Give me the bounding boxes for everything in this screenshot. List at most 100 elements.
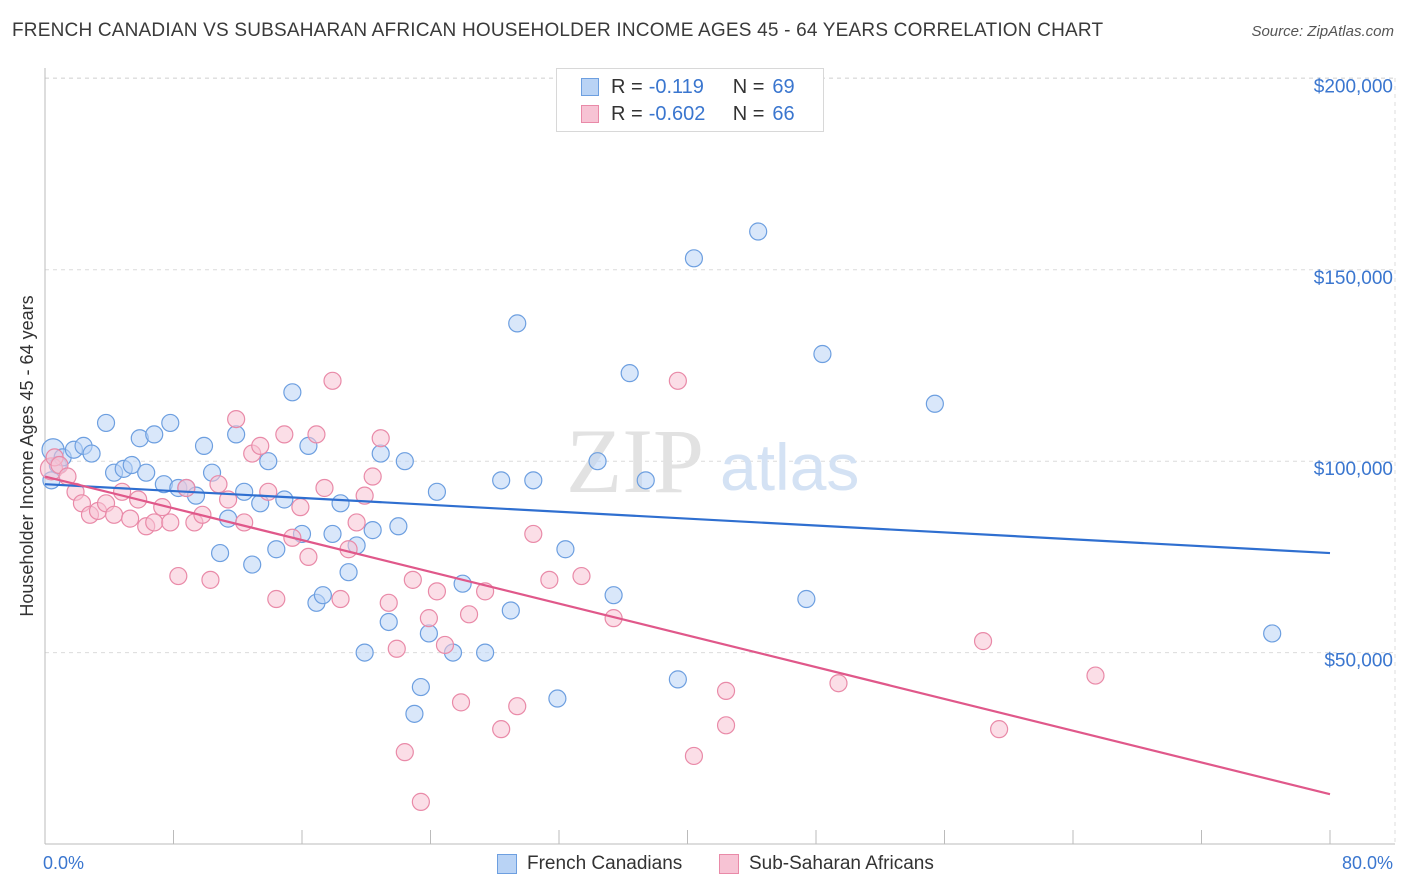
- data-point-french-canadians: [313, 586, 332, 605]
- data-point-sub-saharan-africans: [169, 566, 188, 586]
- data-point-french-canadians: [604, 586, 623, 605]
- legend-n-value: 66: [772, 102, 795, 125]
- data-point-sub-saharan-africans: [403, 570, 422, 589]
- data-point-sub-saharan-africans: [209, 475, 228, 494]
- tick-labels: $50,000 $100,000 $150,000 $200,000 0.0% 80.0%: [43, 76, 1393, 873]
- data-point-french-canadians: [82, 444, 101, 463]
- legend-n-label: N =: [732, 75, 765, 98]
- data-point-sub-saharan-africans: [275, 425, 294, 444]
- trend-lines: [44, 475, 1331, 796]
- data-point-sub-saharan-africans: [363, 467, 382, 486]
- data-point-sub-saharan-africans: [668, 371, 687, 390]
- series-sub-saharan-africans: [39, 371, 1105, 811]
- y-tick-label: $200,000: [1314, 76, 1393, 97]
- data-point-sub-saharan-africans: [161, 513, 180, 532]
- data-point-sub-saharan-africans: [411, 792, 430, 811]
- data-point-french-canadians: [267, 540, 286, 559]
- y-axis-label: Householder Income Ages 45 - 64 years: [17, 295, 37, 616]
- data-point-french-canadians: [323, 524, 342, 544]
- data-point-sub-saharan-africans: [307, 425, 326, 444]
- data-point-sub-saharan-africans: [540, 570, 559, 589]
- data-point-sub-saharan-africans: [251, 436, 270, 455]
- data-point-french-canadians: [355, 643, 374, 662]
- data-point-french-canadians: [395, 452, 414, 471]
- data-point-sub-saharan-africans: [419, 609, 438, 628]
- data-point-sub-saharan-africans: [201, 570, 220, 589]
- bottom-legend-label: French Canadians: [527, 853, 683, 874]
- data-point-sub-saharan-africans: [492, 720, 511, 739]
- data-point-sub-saharan-africans: [990, 720, 1009, 739]
- data-point-french-canadians: [492, 471, 511, 490]
- data-point-sub-saharan-africans: [572, 566, 591, 586]
- data-point-sub-saharan-africans: [121, 509, 140, 528]
- y-tick-label: $50,000: [1324, 651, 1393, 672]
- data-point-sub-saharan-africans: [716, 681, 736, 700]
- data-point-french-canadians: [275, 490, 294, 509]
- data-point-sub-saharan-africans: [427, 582, 447, 601]
- data-point-sub-saharan-africans: [227, 409, 246, 429]
- data-point-french-canadians: [194, 436, 214, 455]
- data-point-sub-saharan-africans: [259, 482, 278, 501]
- data-point-sub-saharan-africans: [435, 635, 455, 655]
- data-point-french-canadians: [749, 222, 768, 241]
- data-point-sub-saharan-africans: [347, 513, 366, 532]
- legend-row-sub-saharan-africans: R = -0.602 N = 66: [581, 102, 795, 126]
- data-point-sub-saharan-africans: [235, 513, 254, 532]
- legend-n-label: N =: [732, 102, 765, 125]
- data-point-french-canadians: [508, 314, 527, 333]
- data-point-french-canadians: [813, 344, 832, 364]
- data-point-sub-saharan-africans: [323, 371, 342, 390]
- data-point-french-canadians: [371, 444, 390, 463]
- data-point-french-canadians: [925, 394, 944, 413]
- data-point-french-canadians: [556, 540, 575, 559]
- data-point-french-canadians: [363, 521, 382, 540]
- data-point-french-canadians: [259, 452, 278, 471]
- data-point-french-canadians: [797, 589, 816, 609]
- data-point-french-canadians: [331, 494, 350, 513]
- data-point-french-canadians: [243, 555, 262, 574]
- data-point-french-canadians: [636, 471, 655, 490]
- data-point-french-canadians: [235, 482, 254, 501]
- legend-r-value: -0.602: [648, 102, 706, 125]
- data-point-sub-saharan-africans: [104, 505, 124, 524]
- data-point-french-canadians: [620, 364, 639, 383]
- data-point-french-canadians: [161, 413, 180, 433]
- data-point-french-canadians: [339, 563, 358, 582]
- data-point-french-canadians: [210, 543, 230, 563]
- y-tick-label: $100,000: [1314, 459, 1393, 480]
- data-point-sub-saharan-africans: [387, 639, 406, 658]
- data-point-sub-saharan-africans: [177, 478, 196, 498]
- legend-row-french-canadians: R = -0.119 N = 69: [581, 75, 795, 99]
- y-tick-label: $150,000: [1314, 268, 1393, 289]
- data-point-sub-saharan-africans: [291, 498, 310, 517]
- data-point-sub-saharan-africans: [684, 746, 704, 766]
- bottom-legend-label: Sub-Saharan Africans: [749, 853, 934, 874]
- data-point-sub-saharan-africans: [331, 589, 350, 609]
- data-point-sub-saharan-africans: [524, 524, 543, 544]
- data-point-sub-saharan-africans: [1086, 666, 1105, 685]
- data-point-french-canadians: [548, 689, 567, 708]
- data-point-french-canadians: [1263, 624, 1282, 643]
- legend-swatch-pink: [581, 105, 599, 123]
- data-point-french-canadians: [96, 413, 116, 433]
- trend-line-sub-saharan-africans: [44, 475, 1331, 796]
- bottom-legend-swatch-pink: [719, 854, 739, 874]
- legend-r-label: R =: [611, 75, 643, 98]
- data-point-french-canadians: [476, 643, 495, 662]
- legend-r-value: -0.119: [648, 75, 704, 98]
- data-point-french-canadians: [524, 471, 543, 490]
- data-point-french-canadians: [411, 677, 430, 697]
- data-point-french-canadians: [283, 383, 302, 402]
- source-credit: Source: ZipAtlas.com: [1251, 23, 1394, 40]
- chart-title: FRENCH CANADIAN VS SUBSAHARAN AFRICAN HO…: [12, 20, 1104, 41]
- x-tick-label-min: 0.0%: [43, 853, 84, 873]
- legend-swatch-blue: [581, 78, 599, 96]
- data-point-french-canadians: [427, 482, 447, 501]
- data-point-french-canadians: [405, 704, 424, 723]
- data-point-sub-saharan-africans: [145, 513, 164, 532]
- data-point-french-canadians: [379, 612, 398, 632]
- legend-r-label: R =: [611, 102, 643, 125]
- data-point-french-canadians: [389, 517, 408, 536]
- watermark-zip: ZIP: [566, 410, 704, 512]
